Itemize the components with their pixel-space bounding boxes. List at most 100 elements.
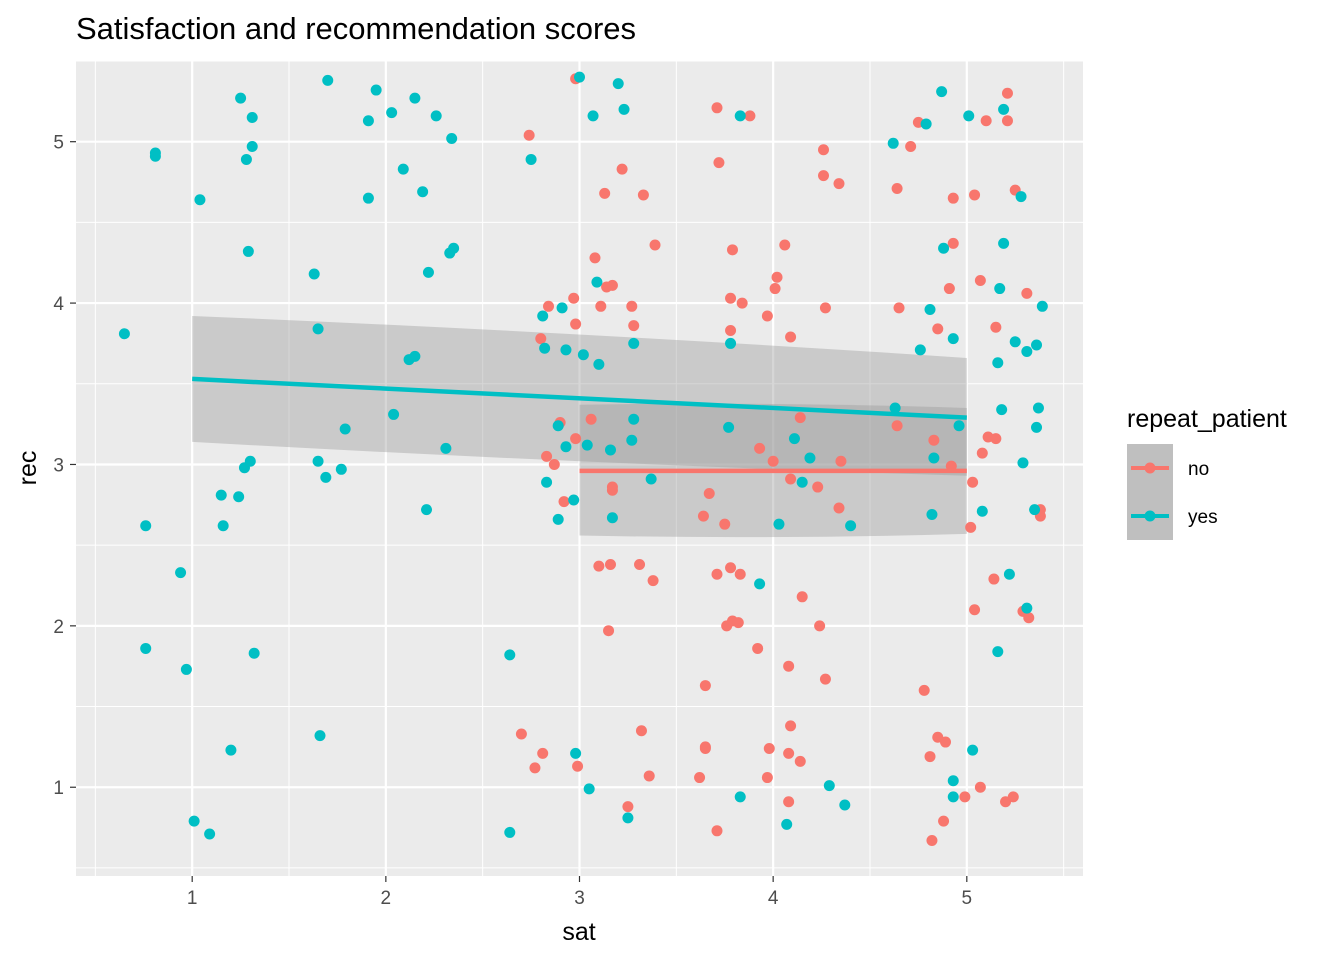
data-point-no <box>570 433 582 445</box>
data-point-no <box>932 323 944 335</box>
data-point-no <box>699 743 711 755</box>
data-point-yes <box>998 237 1010 249</box>
data-point-yes <box>994 283 1006 295</box>
data-point-yes <box>541 476 553 488</box>
data-point-no <box>589 252 601 264</box>
data-point-yes <box>430 110 442 122</box>
data-point-no <box>976 447 988 459</box>
data-point-yes <box>175 567 187 579</box>
data-point-no <box>754 442 766 454</box>
data-point-no <box>947 192 959 204</box>
data-point-yes <box>953 420 965 432</box>
data-point-yes <box>570 747 582 759</box>
data-point-yes <box>421 504 433 516</box>
data-point-yes <box>504 649 516 661</box>
data-point-no <box>637 189 649 201</box>
data-point-yes <box>504 826 516 838</box>
data-point-yes <box>525 153 537 165</box>
data-point-yes <box>845 520 857 532</box>
data-point-no <box>570 318 582 330</box>
data-point-yes <box>645 473 657 485</box>
data-points <box>118 71 1048 846</box>
x-axis-title: sat <box>562 918 595 946</box>
data-point-yes <box>947 333 959 345</box>
data-point-yes <box>180 663 192 675</box>
data-point-no <box>785 720 797 732</box>
data-point-no <box>767 455 779 467</box>
data-point-no <box>725 325 737 337</box>
data-point-no <box>736 297 748 309</box>
data-point-no <box>785 331 797 343</box>
data-point-no <box>980 115 992 127</box>
data-point-no <box>515 728 527 740</box>
data-point-yes <box>568 494 580 506</box>
data-point-no <box>779 239 791 251</box>
data-point-no <box>814 620 826 632</box>
data-point-no <box>893 302 905 314</box>
data-point-yes <box>1021 345 1033 357</box>
gridlines <box>76 60 1083 876</box>
data-point-no <box>928 434 940 446</box>
data-point-yes <box>976 505 988 517</box>
data-point-yes <box>604 444 616 456</box>
data-point-yes <box>1009 336 1021 348</box>
data-point-no <box>694 772 706 784</box>
data-point-no <box>721 620 733 632</box>
data-point-no <box>568 292 580 304</box>
data-point-no <box>711 825 723 837</box>
data-point-no <box>647 575 659 587</box>
data-point-no <box>988 573 1000 585</box>
data-point-no <box>794 755 806 767</box>
data-point-yes <box>1021 602 1033 614</box>
data-point-yes <box>422 266 434 278</box>
data-point-yes <box>583 783 595 795</box>
data-point-no <box>959 791 971 803</box>
data-point-yes <box>244 455 256 467</box>
data-point-yes <box>194 194 206 206</box>
data-point-yes <box>362 115 374 127</box>
data-point-no <box>523 129 535 141</box>
data-point-yes <box>188 815 200 827</box>
data-point-no <box>905 141 917 153</box>
data-point-yes <box>446 132 458 144</box>
fit-lines <box>192 376 967 474</box>
data-point-yes <box>217 520 229 532</box>
data-point-yes <box>734 110 746 122</box>
data-point-yes <box>1003 568 1015 580</box>
data-point-yes <box>998 103 1010 115</box>
data-point-yes <box>246 141 258 153</box>
data-point-no <box>606 481 618 493</box>
data-point-yes <box>537 310 549 322</box>
data-point-no <box>726 244 738 256</box>
data-point-yes <box>215 489 227 501</box>
data-point-yes <box>606 512 618 524</box>
data-point-no <box>649 239 661 251</box>
data-point-yes <box>233 491 245 503</box>
x-tick-label: 5 <box>962 888 973 909</box>
data-point-no <box>969 189 981 201</box>
data-point-no <box>1023 612 1035 624</box>
data-point-yes <box>552 420 564 432</box>
data-point-no <box>572 760 584 772</box>
x-tick-label: 2 <box>381 888 392 909</box>
data-point-yes <box>963 110 975 122</box>
data-point-no <box>744 110 756 122</box>
data-point-yes <box>773 518 785 530</box>
data-point-no <box>769 283 781 295</box>
data-point-no <box>965 521 977 533</box>
x-tick-label: 4 <box>768 888 779 909</box>
data-point-no <box>643 770 655 782</box>
legend-items: no yes <box>1127 444 1218 540</box>
data-point-yes <box>622 812 634 824</box>
data-point-yes <box>804 452 816 464</box>
data-point-no <box>924 751 936 763</box>
data-point-yes <box>242 245 254 257</box>
data-point-yes <box>967 744 979 756</box>
y-tick-label: 3 <box>53 455 64 476</box>
data-point-no <box>819 673 831 685</box>
fit-line-yes <box>192 376 967 420</box>
data-point-no <box>1007 791 1019 803</box>
legend-point-yes <box>1144 510 1156 522</box>
data-point-no <box>938 815 950 827</box>
data-point-no <box>622 801 634 813</box>
